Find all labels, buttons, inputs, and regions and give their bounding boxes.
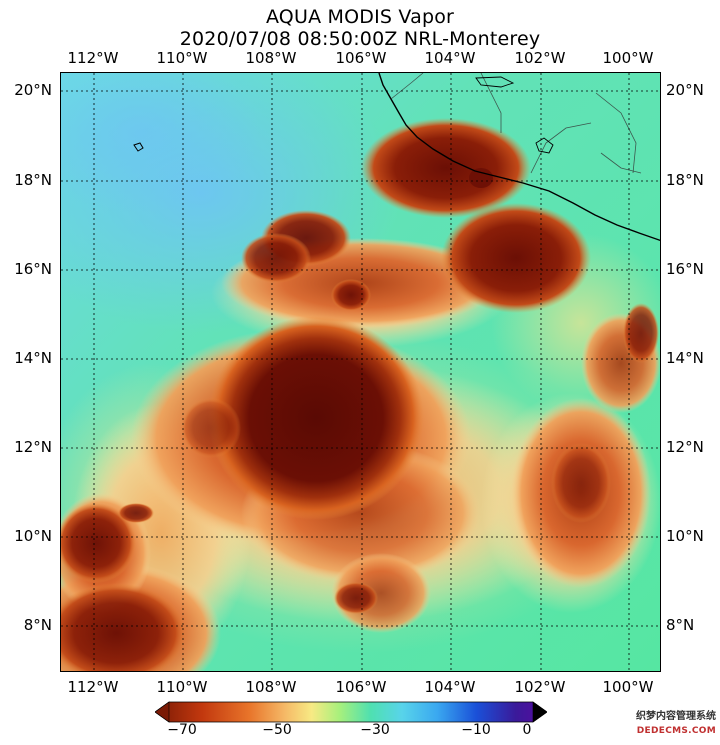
top-lon-label: 100°W bbox=[602, 49, 654, 67]
colorbar-tick-label: 0 bbox=[522, 722, 532, 738]
colorbar bbox=[155, 701, 547, 723]
lat-lon-grid bbox=[61, 73, 660, 671]
left-lat-label: 14°N bbox=[14, 349, 52, 367]
left-lat-label: 12°N bbox=[14, 438, 52, 456]
right-lat-label: 20°N bbox=[666, 81, 704, 99]
right-lat-label: 16°N bbox=[666, 260, 704, 278]
watermark: 织梦内容管理系统 DEDECMS.COM bbox=[612, 710, 716, 740]
right-lat-label: 12°N bbox=[666, 438, 704, 456]
left-lat-label: 20°N bbox=[14, 81, 52, 99]
offshore-convection bbox=[441, 203, 591, 313]
top-lon-label: 102°W bbox=[514, 49, 566, 67]
colorbar-tick-label: −30 bbox=[360, 722, 390, 738]
left-lat-label: 8°N bbox=[23, 616, 52, 634]
colorbar-tick-label: −10 bbox=[461, 722, 491, 738]
top-lon-label: 104°W bbox=[424, 49, 476, 67]
colorbar-tick-label: −50 bbox=[262, 722, 292, 738]
storm-center-convection bbox=[208, 316, 424, 520]
bottom-lon-label: 112°W bbox=[67, 678, 119, 696]
left-lat-label: 16°N bbox=[14, 260, 52, 278]
watermark-line2: DEDECMS.COM bbox=[636, 726, 716, 736]
colorbar-tick-label: −70 bbox=[167, 722, 197, 738]
left-lat-label: 18°N bbox=[14, 171, 52, 189]
satellite-image bbox=[60, 72, 661, 672]
right-lat-label: 10°N bbox=[666, 527, 704, 545]
coastline bbox=[378, 73, 660, 242]
bottom-lon-label: 106°W bbox=[335, 678, 387, 696]
top-lon-label: 110°W bbox=[156, 49, 208, 67]
product-title: AQUA MODIS Vapor bbox=[265, 6, 455, 28]
left-lat-label: 10°N bbox=[14, 527, 52, 545]
timestamp-title: 2020/07/08 08:50:00Z NRL-Monterey bbox=[179, 28, 541, 50]
coastal-convection bbox=[361, 118, 531, 218]
top-lon-label: 106°W bbox=[335, 49, 387, 67]
bottom-lon-label: 108°W bbox=[245, 678, 297, 696]
bottom-lon-label: 110°W bbox=[156, 678, 208, 696]
top-lon-label: 108°W bbox=[245, 49, 297, 67]
island bbox=[133, 142, 144, 152]
right-lat-label: 18°N bbox=[666, 171, 704, 189]
right-lat-label: 8°N bbox=[666, 616, 695, 634]
watermark-line1: 织梦内容管理系统 bbox=[636, 711, 716, 722]
bottom-lon-label: 102°W bbox=[514, 678, 566, 696]
bottom-lon-label: 100°W bbox=[602, 678, 654, 696]
bottom-lon-label: 104°W bbox=[424, 678, 476, 696]
right-lat-label: 14°N bbox=[666, 349, 704, 367]
top-lon-label: 112°W bbox=[67, 49, 119, 67]
